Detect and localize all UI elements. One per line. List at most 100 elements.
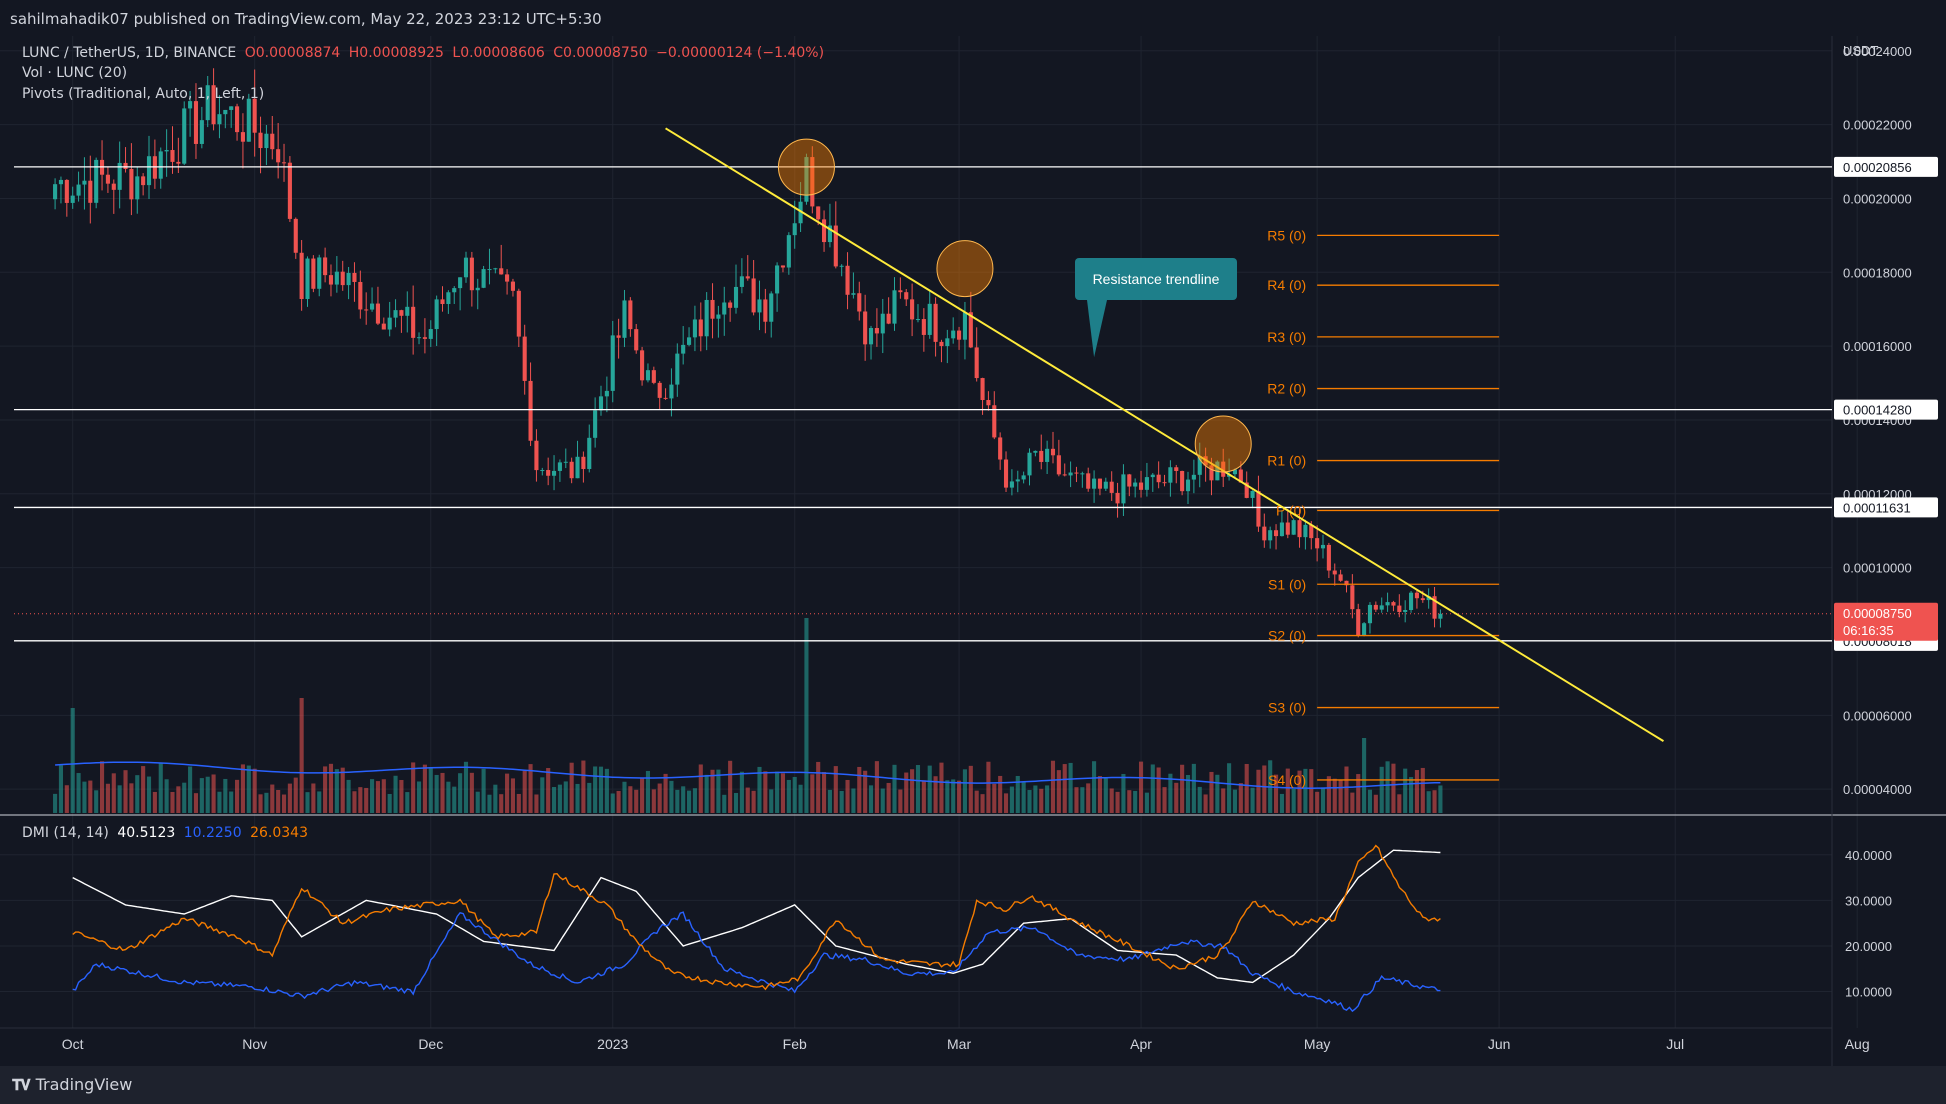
candle-body bbox=[1320, 544, 1326, 549]
candle-body bbox=[540, 470, 545, 472]
candle-body bbox=[898, 290, 903, 293]
candle-body bbox=[986, 400, 991, 406]
candle-body bbox=[293, 218, 298, 253]
volume-bar bbox=[1432, 790, 1437, 813]
volume-bar bbox=[1279, 793, 1284, 813]
volume-bar bbox=[698, 764, 703, 813]
volume-bar bbox=[1297, 770, 1302, 813]
price-legend[interactable]: LUNC / TetherUS, 1D, BINANCE O0.00008874… bbox=[22, 45, 828, 61]
volume-bar bbox=[540, 777, 545, 813]
volume-bar bbox=[663, 773, 668, 813]
candle-body bbox=[170, 150, 175, 162]
volume-bar bbox=[528, 764, 533, 813]
candle-body bbox=[229, 106, 234, 110]
footer-bar bbox=[0, 1066, 1946, 1104]
volume-bar bbox=[399, 779, 404, 813]
candle-body bbox=[651, 370, 656, 383]
pivots-label[interactable]: Pivots (Traditional, Auto, 1, Left, 1) bbox=[22, 86, 265, 102]
volume-bar bbox=[252, 768, 257, 813]
axes: Oct Nov Dec 2023 Feb Mar Apr May Jun Jul AugUSDT0.… bbox=[62, 43, 1938, 1052]
x-tick-label: Oct bbox=[62, 1036, 84, 1052]
candle-body bbox=[792, 223, 797, 236]
candle-body bbox=[915, 319, 921, 321]
volume-bar bbox=[1379, 766, 1384, 813]
volume-bar bbox=[211, 774, 216, 813]
candle-body bbox=[1127, 474, 1132, 487]
volume-bar bbox=[440, 772, 445, 813]
volume-bar bbox=[598, 766, 604, 813]
open-value: O0.00008874 bbox=[244, 45, 341, 61]
volume-bar bbox=[152, 791, 157, 813]
trendline-layer[interactable]: Resistance trendline bbox=[665, 127, 1664, 743]
volume-bar bbox=[428, 767, 433, 813]
candle-body bbox=[1033, 450, 1038, 453]
dmi-legend[interactable]: DMI (14, 14) 40.5123 10.2250 26.0343 bbox=[22, 825, 312, 841]
candle-body bbox=[1027, 452, 1032, 476]
minus-di-value: 26.0343 bbox=[250, 825, 308, 841]
candle-body bbox=[505, 274, 510, 282]
volume-bar bbox=[839, 790, 844, 813]
volume-bar bbox=[217, 791, 222, 813]
candle-body bbox=[681, 344, 686, 354]
volume-bar bbox=[328, 763, 334, 813]
candle-body bbox=[827, 225, 832, 243]
volume-label[interactable]: Vol · LUNC (20) bbox=[22, 65, 128, 81]
volume-legend[interactable]: Vol · LUNC (20) bbox=[22, 65, 131, 81]
volume-bar bbox=[962, 769, 967, 813]
candle-body bbox=[1420, 598, 1425, 601]
candle-body bbox=[904, 292, 909, 300]
candle-body bbox=[604, 390, 609, 397]
candle-body bbox=[1297, 520, 1302, 538]
volume-bar bbox=[1315, 791, 1320, 813]
candle-body bbox=[246, 98, 251, 142]
candle-body bbox=[1285, 522, 1290, 535]
pivot-label: R3 (0) bbox=[1267, 329, 1306, 345]
volume-bar bbox=[105, 783, 110, 813]
candle-body bbox=[886, 313, 891, 324]
volume-bar bbox=[1003, 793, 1009, 813]
volume-bar bbox=[640, 777, 645, 813]
volume-bar bbox=[968, 765, 973, 813]
candle-body bbox=[939, 341, 944, 347]
candle-body bbox=[1015, 479, 1020, 482]
volume-bar bbox=[76, 773, 81, 813]
volume-bar bbox=[287, 783, 292, 813]
volume-bar bbox=[933, 776, 938, 813]
candle-body bbox=[235, 106, 240, 133]
candle-body bbox=[481, 269, 486, 288]
candle-body bbox=[270, 133, 275, 150]
candle-body bbox=[763, 299, 768, 322]
candle-body bbox=[510, 281, 516, 291]
volume-bar bbox=[1074, 787, 1079, 813]
volume-bar bbox=[1121, 773, 1126, 813]
candle-body bbox=[1426, 596, 1431, 601]
volume-bar bbox=[364, 787, 369, 813]
candle-body bbox=[745, 276, 750, 279]
candle-body bbox=[375, 303, 380, 324]
callout-text: Resistance trendline bbox=[1093, 271, 1220, 287]
volume-bar bbox=[416, 781, 422, 813]
candle-body bbox=[188, 101, 193, 109]
volume-bar bbox=[340, 767, 345, 813]
tradingview-logo[interactable]: 𝐓𝐕 TradingView bbox=[12, 1075, 132, 1094]
volume-bar bbox=[1127, 790, 1132, 813]
volume-bar bbox=[58, 765, 64, 813]
volume-bar bbox=[1273, 774, 1279, 813]
dmi-label[interactable]: DMI (14, 14) bbox=[22, 825, 109, 841]
volume-bar bbox=[1033, 785, 1038, 813]
candle-body bbox=[70, 195, 75, 203]
volume-bar bbox=[1356, 774, 1361, 813]
volume-bar bbox=[675, 789, 680, 813]
volume-bar bbox=[604, 768, 609, 813]
volume-bar bbox=[1133, 790, 1138, 813]
candle-body bbox=[557, 462, 562, 471]
candle-body bbox=[722, 302, 727, 315]
symbol-label[interactable]: LUNC / TetherUS, 1D, BINANCE bbox=[22, 45, 237, 61]
volume-bar bbox=[716, 769, 721, 813]
candle-body bbox=[628, 300, 633, 330]
pivots-legend[interactable]: Pivots (Traditional, Auto, 1, Left, 1) bbox=[22, 86, 268, 102]
candle-body bbox=[998, 437, 1003, 460]
candle-body bbox=[381, 323, 386, 330]
candle-body bbox=[1021, 475, 1026, 480]
volume-bar bbox=[710, 769, 715, 813]
